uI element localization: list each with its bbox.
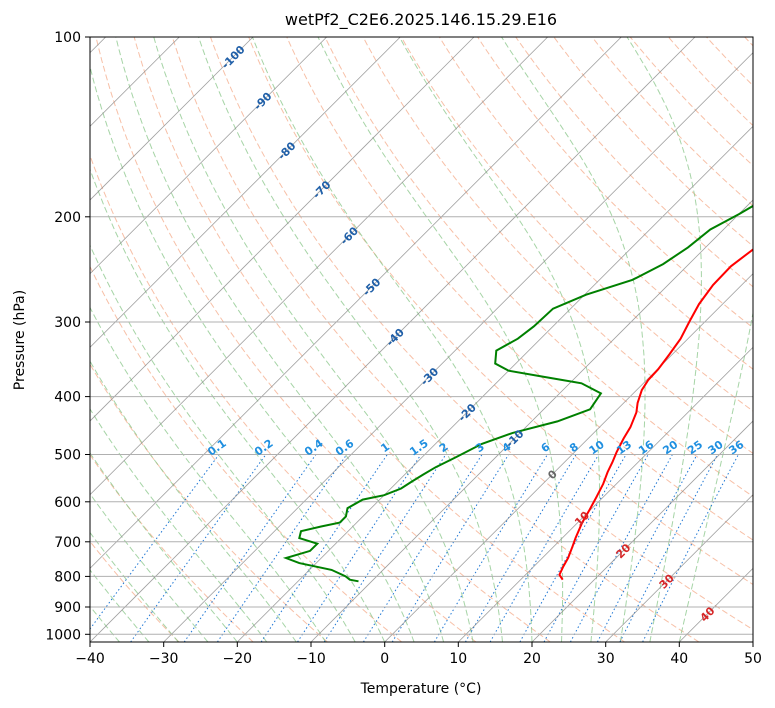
isotherms [90,37,753,642]
plot-frame [89,36,754,643]
isotherm [310,199,753,642]
isotherm [90,37,254,201]
y-tick-label: 800 [54,569,81,585]
isotherm [384,273,753,642]
moist-adiabat [90,64,415,642]
x-tick-label: 50 [744,651,762,667]
mixing-ratio-line [323,454,447,642]
mixing-ratio-line [489,454,600,642]
mixing-ratio-line [260,454,388,642]
y-tick-label: 1000 [45,627,81,643]
plot-content: -100-90-80-70-60-50-40-30-20-10010203040… [90,37,753,642]
y-axis-label: Pressure (hPa) [12,290,28,390]
mixing-ratio-line [90,454,220,630]
dry-adiabat [477,37,753,329]
x-tick-label: 20 [523,651,541,667]
dry-adiabat [90,453,254,642]
isotherm [163,52,753,642]
x-tick-label: −40 [75,651,105,667]
isotherm [90,37,548,496]
isotherm [90,37,696,642]
y-tick-label: 400 [54,390,81,406]
dry-adiabat [133,37,625,642]
moist-adiabat [90,531,179,642]
moist-adiabat [115,37,445,642]
dry-adiabat [553,37,753,247]
isotherm [531,420,753,642]
moist-adiabats [90,37,753,642]
x-tick-label: 0 [380,651,389,667]
mixing-ratio-line [362,454,483,642]
mixing-ratio-line [464,454,577,642]
mixing-ratio-line [433,454,548,642]
moist-adiabat [90,168,386,642]
x-axis-label: Temperature (°C) [360,681,482,697]
dry-adiabats [90,37,753,642]
mixing-ratio-lines [90,454,739,642]
isotherm [90,37,327,275]
y-tick-label: 900 [54,600,81,616]
y-tick-label: 100 [54,30,81,46]
dry-adiabat [95,37,551,642]
x-tick-label: −10 [296,651,326,667]
dry-adiabat [629,37,753,167]
moist-adiabat [90,408,268,642]
y-tick-label: 700 [54,535,81,551]
sounding-profiles [282,204,753,583]
isotherm [90,37,401,348]
dewpoint-line [282,204,753,583]
mixing-ratio-line [391,454,510,642]
isotherm [90,37,622,569]
plot-area [90,37,753,642]
x-tick-label: 30 [597,651,615,667]
dry-adiabat [286,37,753,541]
pressure-gridlines [90,37,753,635]
dry-adiabat [90,265,403,642]
moist-adiabat [626,37,702,642]
x-tick-label: −30 [149,651,179,667]
dry-adiabat [90,363,328,642]
moist-adiabat [198,37,503,642]
y-tick-label: 500 [54,448,81,464]
moist-adiabat [90,360,297,642]
mixing-ratio-line [130,454,267,642]
moist-adiabat [90,451,238,642]
isotherm [90,37,475,422]
moist-adiabat [90,569,150,642]
x-axis: −40 −30 −20 −10 0 10 20 30 40 50 [75,642,762,667]
y-tick-label: 200 [54,210,81,226]
dry-adiabat [515,37,753,288]
dry-adiabat [324,37,753,498]
dry-adiabat [591,37,753,207]
dry-adiabat [90,153,477,642]
mixing-ratio-line [642,454,739,642]
y-tick-label: 300 [54,315,81,331]
moist-adiabat [678,310,753,642]
moist-adiabat [501,37,646,642]
isotherm [237,125,753,642]
x-tick-label: 10 [449,651,467,667]
mixing-ratio-line [297,454,422,642]
x-tick-label: 40 [670,651,688,667]
mixing-ratio-line [619,454,719,642]
isotherm [605,494,753,642]
dry-adiabat [210,37,753,631]
y-axis: 100 200 300 400 500 600 700 800 900 1000 [45,30,90,643]
moist-adiabat [90,244,356,642]
mixing-ratio-line [596,454,698,642]
dry-adiabat [362,37,753,455]
chart-title: wetPf2_C2E6.2025.146.15.29.E16 [285,10,557,30]
dry-adiabat [438,37,753,370]
dry-adiabat [171,37,700,642]
moist-adiabat [153,37,474,642]
moist-adiabat [398,37,600,642]
x-tick-label: −20 [223,651,253,667]
moist-adiabat [251,37,533,642]
isotherm [752,641,753,642]
dry-adiabat [400,37,753,412]
y-tick-label: 600 [54,495,81,511]
isotherm [458,346,753,642]
temperature-line [558,248,753,581]
